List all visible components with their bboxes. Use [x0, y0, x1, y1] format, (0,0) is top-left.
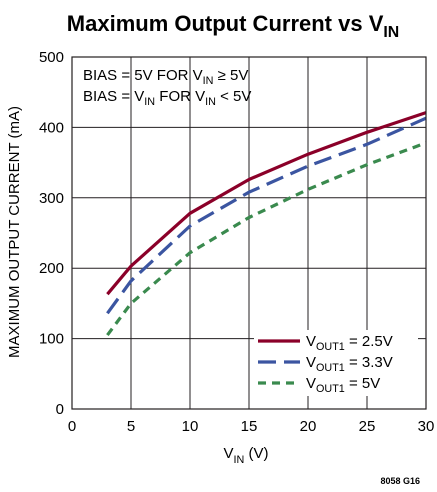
y-tick-labels: 0 100 200 300 400 500	[39, 49, 64, 418]
plot-frame	[71, 56, 427, 410]
y-tick-label: 100	[39, 331, 64, 348]
condition-line-1: BIAS = 5V FOR VIN ≥ 5V	[83, 67, 248, 87]
figure-id: 8058 G16	[380, 476, 420, 486]
x-tick-label: 10	[182, 418, 199, 435]
y-tick-label: 300	[39, 190, 64, 207]
legend-label-2: VOUT1 = 3.3V	[306, 354, 393, 374]
x-tick-label: 25	[359, 418, 376, 435]
y-axis-label: MAXIMUM OUTPUT CURRENT (mA)	[6, 106, 23, 358]
legend-label-3: VOUT1 = 5V	[306, 375, 380, 395]
y-tick-label: 500	[39, 49, 64, 66]
legend-label-1: VOUT1 = 2.5V	[306, 333, 393, 353]
series-line-2	[106, 116, 427, 315]
x-axis-label: VIN (V)	[224, 445, 269, 466]
x-tick-label: 15	[241, 418, 258, 435]
y-tick-label: 0	[56, 401, 64, 418]
y-tick-label: 400	[39, 119, 64, 136]
conditions-box: BIAS = 5V FOR VIN ≥ 5V BIAS = VIN FOR VI…	[83, 67, 251, 108]
x-tick-label: 0	[68, 418, 76, 435]
x-tick-label: 30	[418, 418, 435, 435]
series-lines	[106, 111, 427, 337]
y-tick-label: 200	[39, 260, 64, 277]
chart-title: Maximum Output Current vs VIN	[67, 11, 399, 41]
series-line-3	[106, 141, 427, 337]
x-tick-label: 20	[300, 418, 317, 435]
x-tick-label: 5	[127, 418, 135, 435]
condition-line-2: BIAS = VIN FOR VIN < 5V	[83, 88, 251, 108]
series-line-1	[106, 111, 427, 296]
x-tick-labels: 0 5 10 15 20 25 30	[68, 418, 435, 435]
